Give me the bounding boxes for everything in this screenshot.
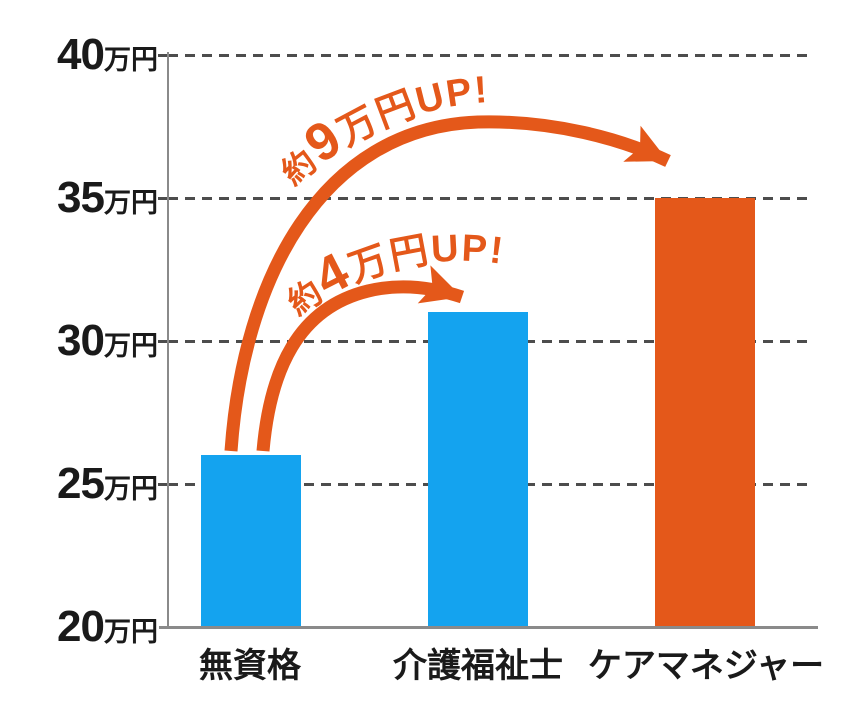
axis-tick-25 bbox=[158, 483, 168, 486]
bar-care-manager bbox=[655, 198, 755, 627]
y-label-number: 35 bbox=[57, 173, 105, 222]
bar-unqualified bbox=[201, 455, 301, 627]
x-axis-label-care-manager: ケアマネジャー bbox=[587, 647, 825, 685]
axis-tick-35 bbox=[158, 197, 168, 200]
y-label-unit: 万円 bbox=[104, 617, 158, 647]
annotation-9man-up: 約9万円UP! bbox=[274, 69, 490, 192]
y-label-unit: 万円 bbox=[104, 45, 158, 75]
x-axis-line bbox=[159, 626, 818, 629]
y-label-number: 40 bbox=[57, 30, 105, 79]
y-axis-line bbox=[167, 52, 169, 629]
axis-tick-40 bbox=[158, 54, 168, 57]
bar-care-worker bbox=[428, 312, 528, 627]
annotation-prefix: 約 bbox=[274, 141, 324, 192]
y-label-number: 25 bbox=[57, 459, 105, 508]
y-label-number: 30 bbox=[57, 316, 105, 365]
y-axis-label-20: 20万円 bbox=[0, 602, 160, 652]
x-axis-label-unqualified: 無資格 bbox=[199, 647, 301, 685]
y-axis-label-30: 30万円 bbox=[0, 316, 160, 366]
x-axis-label-care-worker: 介護福祉士 bbox=[393, 647, 563, 685]
y-label-unit: 万円 bbox=[104, 188, 158, 218]
annotation-amount: 9 bbox=[294, 108, 353, 175]
y-axis-label-35: 35万円 bbox=[0, 173, 160, 223]
y-axis-label-25: 25万円 bbox=[0, 459, 160, 509]
y-label-unit: 万円 bbox=[104, 331, 158, 361]
annotation-suffix: 万円UP! bbox=[331, 69, 490, 155]
gridline-40 bbox=[168, 54, 812, 57]
annotation-suffix: 万円UP! bbox=[344, 228, 507, 291]
axis-tick-30 bbox=[158, 340, 168, 343]
y-axis-label-40: 40万円 bbox=[0, 30, 160, 80]
annotation-4man-up: 約4万円UP! bbox=[281, 228, 507, 323]
y-label-unit: 万円 bbox=[104, 474, 158, 504]
y-label-number: 20 bbox=[57, 602, 105, 651]
annotation-prefix: 約 bbox=[281, 272, 331, 322]
annotation-amount: 4 bbox=[305, 241, 360, 308]
